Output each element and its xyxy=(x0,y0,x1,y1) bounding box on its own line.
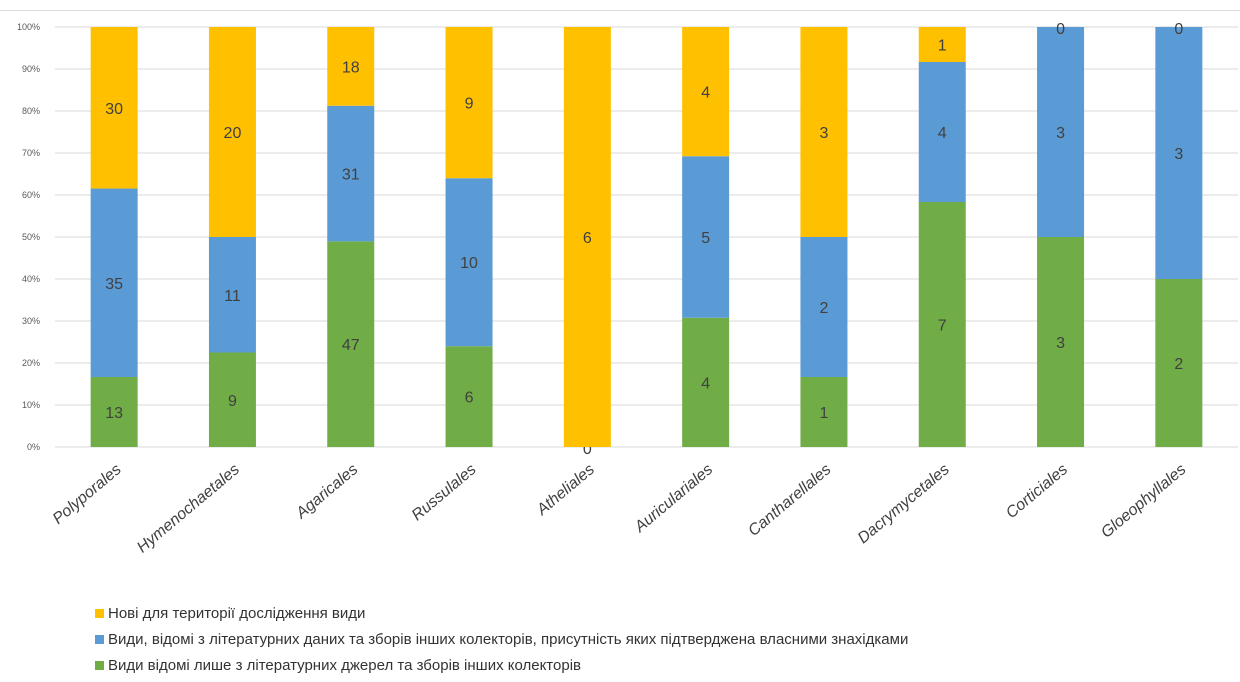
data-label: 3 xyxy=(819,125,828,142)
x-tick-label: Auriculariales xyxy=(631,461,716,536)
y-tick-label: 10% xyxy=(22,400,40,410)
bar-segment xyxy=(682,156,730,318)
legend-swatch-blue xyxy=(95,634,104,644)
y-tick-label: 0% xyxy=(27,442,40,452)
y-tick-label: 30% xyxy=(22,316,40,326)
y-tick-label: 40% xyxy=(22,274,40,284)
x-tick-label: Hymenochaetales xyxy=(134,461,243,556)
legend-swatch-green xyxy=(95,660,104,670)
data-label: 20 xyxy=(224,125,242,142)
data-label: 18 xyxy=(342,59,360,76)
x-tick-label: Corticiales xyxy=(1003,461,1071,522)
bar-segment xyxy=(208,237,256,353)
data-label: 5 xyxy=(701,230,710,247)
data-label: 6 xyxy=(583,230,592,247)
bar-segment xyxy=(90,188,138,377)
data-label: 31 xyxy=(342,167,360,184)
data-label: 0 xyxy=(1056,21,1065,38)
bar-segment xyxy=(327,241,375,447)
data-label: 11 xyxy=(224,288,241,305)
bar-segment xyxy=(918,62,966,202)
bar-segment xyxy=(1037,27,1085,237)
data-label: 35 xyxy=(105,276,123,293)
bar-segment xyxy=(563,27,611,447)
chart-legend: Нові для території дослідження види Види… xyxy=(95,600,908,678)
data-label: 3 xyxy=(1174,146,1183,163)
bar-segment xyxy=(327,27,375,106)
data-label: 3 xyxy=(1056,335,1065,352)
data-label: 1 xyxy=(819,405,828,422)
bar-segment xyxy=(208,27,256,237)
data-label: 13 xyxy=(105,405,123,422)
bar-segment xyxy=(918,202,966,447)
bar-segment xyxy=(800,377,848,447)
data-label: 4 xyxy=(701,85,710,102)
bar-segment xyxy=(208,352,256,447)
data-label: 10 xyxy=(460,255,478,272)
x-tick-label: Russulales xyxy=(409,461,480,524)
x-tick-label: Agaricales xyxy=(292,461,361,523)
data-label: 0 xyxy=(1174,21,1183,38)
chart-plot-area: 0%10%20%30%40%50%60%70%80%90%100%133530P… xyxy=(17,21,1238,556)
y-tick-label: 60% xyxy=(22,190,40,200)
bar-segment xyxy=(1037,237,1085,447)
legend-label: Види, відомі з літературних даних та збо… xyxy=(108,630,909,648)
bar-segment xyxy=(445,346,493,447)
data-label: 4 xyxy=(701,375,710,392)
data-label: 2 xyxy=(819,300,828,317)
top-divider xyxy=(0,10,1240,11)
bar-segment xyxy=(800,237,848,377)
y-tick-label: 80% xyxy=(22,106,40,116)
legend-item-literature-species: Види відомі лише з літературних джерел т… xyxy=(95,652,908,678)
legend-item-confirmed-species: Види, відомі з літературних даних та збо… xyxy=(95,626,908,652)
bar-segment xyxy=(90,27,138,189)
data-label: 2 xyxy=(1174,356,1183,373)
data-label: 0 xyxy=(583,441,592,458)
data-label: 1 xyxy=(938,38,947,55)
bar-segment xyxy=(918,27,966,62)
y-tick-label: 90% xyxy=(22,64,40,74)
x-tick-label: Polyporales xyxy=(50,461,125,528)
data-label: 47 xyxy=(342,337,360,354)
bar-segment xyxy=(682,317,730,447)
bar-segment xyxy=(1155,279,1203,447)
data-label: 7 xyxy=(938,318,947,335)
data-label: 9 xyxy=(228,393,237,410)
y-tick-label: 50% xyxy=(22,232,40,242)
legend-label: Нові для території дослідження види xyxy=(108,604,366,622)
bar-segment xyxy=(1155,27,1203,279)
legend-label: Види відомі лише з літературних джерел т… xyxy=(108,656,581,674)
x-tick-label: Dacrymycetales xyxy=(855,461,953,547)
x-tick-label: Atheliales xyxy=(533,461,598,519)
bar-segment xyxy=(445,178,493,347)
bar-segment xyxy=(682,27,730,157)
bar-segment xyxy=(90,377,138,447)
data-label: 3 xyxy=(1056,125,1065,142)
bar-segment xyxy=(445,27,493,179)
data-label: 30 xyxy=(105,101,123,118)
x-tick-label: Cantharellales xyxy=(745,461,834,540)
bar-segment xyxy=(800,27,848,237)
legend-item-new-species: Нові для території дослідження види xyxy=(95,600,908,626)
legend-swatch-yellow xyxy=(95,608,104,618)
data-label: 6 xyxy=(465,390,474,407)
x-tick-label: Gloeophyllales xyxy=(1098,461,1189,541)
y-tick-label: 100% xyxy=(17,22,40,32)
y-tick-label: 20% xyxy=(22,358,40,368)
y-tick-label: 70% xyxy=(22,148,40,158)
data-label: 9 xyxy=(465,96,474,113)
data-label: 4 xyxy=(938,125,947,142)
bar-segment xyxy=(327,105,375,242)
